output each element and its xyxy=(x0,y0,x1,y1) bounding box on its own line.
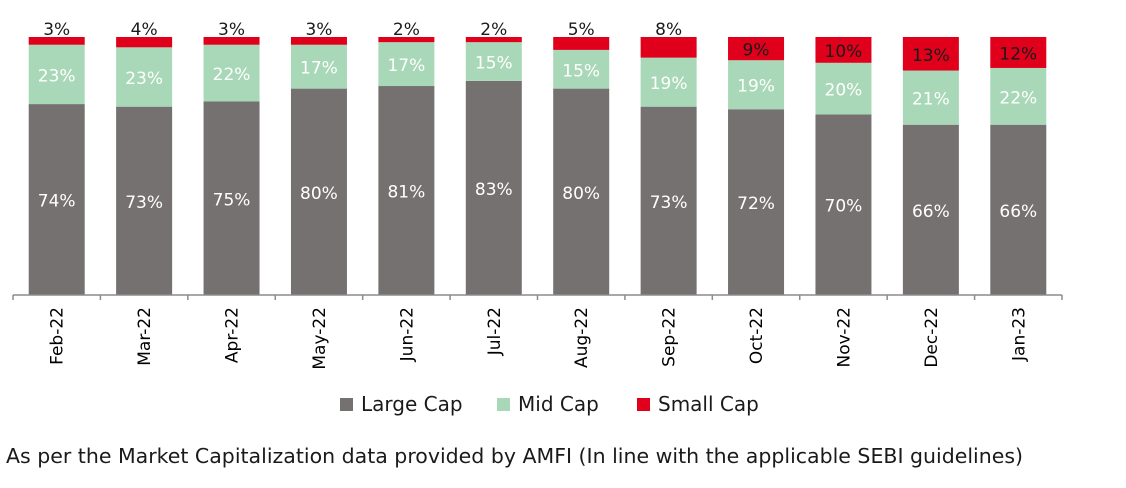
bar-mid-cap-apr-22 xyxy=(203,44,260,102)
x-tick-label: Apr-22 xyxy=(223,307,243,363)
data-label: 12% xyxy=(999,44,1037,64)
bar-mid-cap-dec-22 xyxy=(902,70,959,125)
legend-label-small-cap: Small Cap xyxy=(658,392,759,416)
bar-small-cap-mar-22 xyxy=(116,37,173,48)
data-label: 15% xyxy=(475,54,513,74)
x-tick-label: Sep-22 xyxy=(660,307,680,367)
x-tick-label: Feb-22 xyxy=(48,307,68,365)
bar-small-cap-may-22 xyxy=(290,37,347,45)
data-label: 72% xyxy=(737,194,775,214)
bar-large-cap-jan-23 xyxy=(990,124,1047,295)
data-label: 80% xyxy=(300,184,338,204)
bar-mid-cap-nov-22 xyxy=(815,62,872,115)
data-label: 3% xyxy=(43,20,70,40)
bar-small-cap-sep-22 xyxy=(640,37,697,58)
bar-small-cap-aug-22 xyxy=(553,37,610,50)
bar-large-cap-jun-22 xyxy=(378,86,435,296)
data-label: 2% xyxy=(393,20,420,40)
x-tick-label: Nov-22 xyxy=(834,307,854,368)
bar-mid-cap-feb-22 xyxy=(28,44,85,105)
data-label: 17% xyxy=(300,59,338,79)
x-tick-label: May-22 xyxy=(310,307,330,370)
bar-small-cap-apr-22 xyxy=(203,37,260,45)
legend-swatch-mid-cap xyxy=(497,398,510,411)
bar-small-cap-feb-22 xyxy=(28,37,85,45)
bar-small-cap-oct-22 xyxy=(728,37,785,61)
bar-mid-cap-jan-23 xyxy=(990,67,1047,125)
bar-large-cap-may-22 xyxy=(290,88,347,295)
bar-large-cap-nov-22 xyxy=(815,114,872,296)
data-label: 75% xyxy=(213,190,251,210)
bar-large-cap-oct-22 xyxy=(728,109,785,296)
data-label: 13% xyxy=(912,46,950,66)
data-label: 73% xyxy=(650,193,688,213)
data-label: 81% xyxy=(387,183,425,203)
data-label: 2% xyxy=(480,20,507,40)
footnote: As per the Market Capitalization data pr… xyxy=(6,444,1024,468)
data-label: 8% xyxy=(655,20,682,40)
bar-mid-cap-oct-22 xyxy=(728,60,785,110)
bar-small-cap-jun-22 xyxy=(378,37,435,43)
data-label: 15% xyxy=(562,61,600,81)
x-tick-label: Dec-22 xyxy=(922,307,942,368)
x-axis: Feb-22 Mar-22 Apr-22 May-22 Jun-22 Jul-22 Aug-… xyxy=(12,294,1063,370)
bar-large-cap-jul-22 xyxy=(465,80,522,295)
legend-swatch-small-cap xyxy=(637,398,650,411)
bar-large-cap-dec-22 xyxy=(902,124,959,295)
bar-mid-cap-sep-22 xyxy=(640,57,697,107)
bar-mid-cap-aug-22 xyxy=(553,49,610,89)
data-label: 66% xyxy=(912,202,950,222)
data-label: 19% xyxy=(650,74,688,94)
legend-swatch-large-cap xyxy=(340,398,353,411)
x-tick-label: Aug-22 xyxy=(572,307,592,368)
bar-mid-cap-jul-22 xyxy=(465,42,522,81)
legend-label-large-cap: Large Cap xyxy=(361,392,463,416)
bar-small-cap-dec-22 xyxy=(902,37,959,71)
data-label: 17% xyxy=(387,56,425,76)
bar-mid-cap-may-22 xyxy=(290,44,347,89)
bar-mid-cap-jun-22 xyxy=(378,42,435,87)
stacked-bar-chart: 74% 23% 3% 73% 23% 4% 75% 22% 3% 80% 17% 3% 81% 17% 2%… xyxy=(12,20,1063,416)
data-label: 83% xyxy=(475,180,513,200)
data-label: 3% xyxy=(218,20,245,40)
data-label: 5% xyxy=(568,20,595,40)
data-label: 3% xyxy=(305,20,332,40)
bar-small-cap-jan-23 xyxy=(990,37,1047,68)
data-label: 21% xyxy=(912,90,950,110)
data-label: 23% xyxy=(38,66,76,86)
legend: Large Cap Mid Cap Small Cap xyxy=(340,392,759,416)
bar-large-cap-aug-22 xyxy=(553,88,610,295)
x-tick-label: Jul-22 xyxy=(485,307,505,356)
bar-large-cap-feb-22 xyxy=(28,104,85,295)
x-tick-label: Jun-22 xyxy=(397,307,417,362)
data-label: 23% xyxy=(125,69,163,89)
data-label: 73% xyxy=(125,193,163,213)
bar-large-cap-sep-22 xyxy=(640,106,697,295)
data-label: 20% xyxy=(825,81,863,101)
bar-large-cap-apr-22 xyxy=(203,101,260,295)
data-label: 70% xyxy=(825,197,863,217)
bar-mid-cap-mar-22 xyxy=(116,47,173,107)
data-label: 10% xyxy=(825,42,863,62)
data-label: 66% xyxy=(999,202,1037,222)
data-label: 80% xyxy=(562,184,600,204)
data-label: 74% xyxy=(38,192,76,212)
data-label: 19% xyxy=(737,77,775,97)
bar-large-cap-mar-22 xyxy=(116,106,173,295)
bar-small-cap-nov-22 xyxy=(815,37,872,63)
data-label: 22% xyxy=(999,88,1037,108)
x-tick-label: Oct-22 xyxy=(747,307,767,364)
data-label: 22% xyxy=(213,65,251,85)
legend-label-mid-cap: Mid Cap xyxy=(518,392,599,416)
bar-small-cap-jul-22 xyxy=(465,37,522,43)
x-tick-label: Jan-23 xyxy=(1009,307,1029,362)
x-tick-label: Mar-22 xyxy=(135,307,155,366)
data-label: 9% xyxy=(743,41,770,61)
bars-layer: 74% 23% 3% 73% 23% 4% 75% 22% 3% 80% 17% 3% 81% 17% 2%… xyxy=(28,20,1047,296)
data-label: 4% xyxy=(131,20,158,40)
